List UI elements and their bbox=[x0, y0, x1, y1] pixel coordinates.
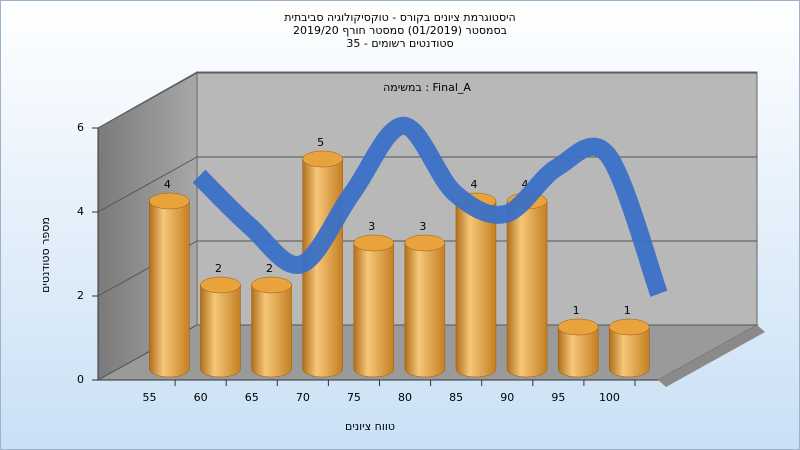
bar-top bbox=[353, 234, 394, 252]
bar bbox=[506, 200, 548, 378]
data-label: 2 bbox=[266, 262, 273, 275]
x-tick-label: 55 bbox=[143, 391, 157, 404]
x-tick-label: 85 bbox=[449, 391, 463, 404]
bar-top bbox=[251, 276, 292, 294]
chart-subtitle: בסמסטר (01/2019) סמסטר חורף 2019/20 bbox=[293, 24, 507, 37]
data-label: 4 bbox=[470, 178, 477, 191]
data-label: 3 bbox=[368, 220, 375, 233]
bar bbox=[251, 284, 292, 378]
bar bbox=[557, 326, 599, 378]
bar bbox=[149, 200, 190, 378]
data-label: 2 bbox=[215, 262, 222, 275]
x-tick-label: 100 bbox=[599, 391, 620, 404]
bar-top bbox=[404, 234, 446, 252]
x-tick-label: 65 bbox=[245, 391, 259, 404]
data-label: 5 bbox=[317, 136, 324, 149]
bar-top bbox=[557, 318, 599, 336]
bar bbox=[609, 326, 650, 378]
x-tick-label: 75 bbox=[347, 391, 361, 404]
y-axis-label: מספר סטודנטים bbox=[39, 217, 52, 293]
y-tick-label: 6 bbox=[77, 121, 84, 134]
bar bbox=[455, 200, 497, 378]
y-tick-label: 2 bbox=[77, 289, 84, 302]
y-tick-label: 0 bbox=[77, 373, 84, 386]
bar bbox=[353, 242, 394, 378]
bar-top bbox=[302, 150, 343, 168]
data-label: 4 bbox=[522, 178, 529, 191]
bar-top bbox=[609, 318, 650, 336]
data-label: 4 bbox=[164, 178, 171, 191]
grid-line bbox=[97, 72, 198, 129]
y-tick-label: 4 bbox=[77, 205, 84, 218]
data-label: 1 bbox=[573, 304, 580, 317]
data-label: 1 bbox=[624, 304, 631, 317]
x-tick-label: 70 bbox=[296, 391, 310, 404]
x-tick-label: 90 bbox=[500, 391, 514, 404]
data-label: 3 bbox=[419, 220, 426, 233]
grid-line bbox=[97, 156, 198, 213]
bar-top bbox=[149, 192, 190, 210]
ribbon bbox=[192, 116, 668, 297]
bar bbox=[404, 242, 446, 378]
x-tick-label: 95 bbox=[551, 391, 565, 404]
chart-title: היסטוגרמת ציונים בקורס - טוקסיקולוגיה סב… bbox=[284, 11, 515, 24]
bar bbox=[200, 284, 241, 378]
annotation: במשימה : Final_A bbox=[383, 81, 471, 94]
x-tick-label: 60 bbox=[194, 391, 208, 404]
floor-edge bbox=[658, 325, 765, 387]
x-axis-label: טווח ציונים bbox=[345, 420, 395, 433]
x-tick-label: 80 bbox=[398, 391, 412, 404]
chart-subtitle: סטודנטים רשומים - 35 bbox=[346, 37, 453, 50]
bar-top bbox=[200, 276, 241, 294]
